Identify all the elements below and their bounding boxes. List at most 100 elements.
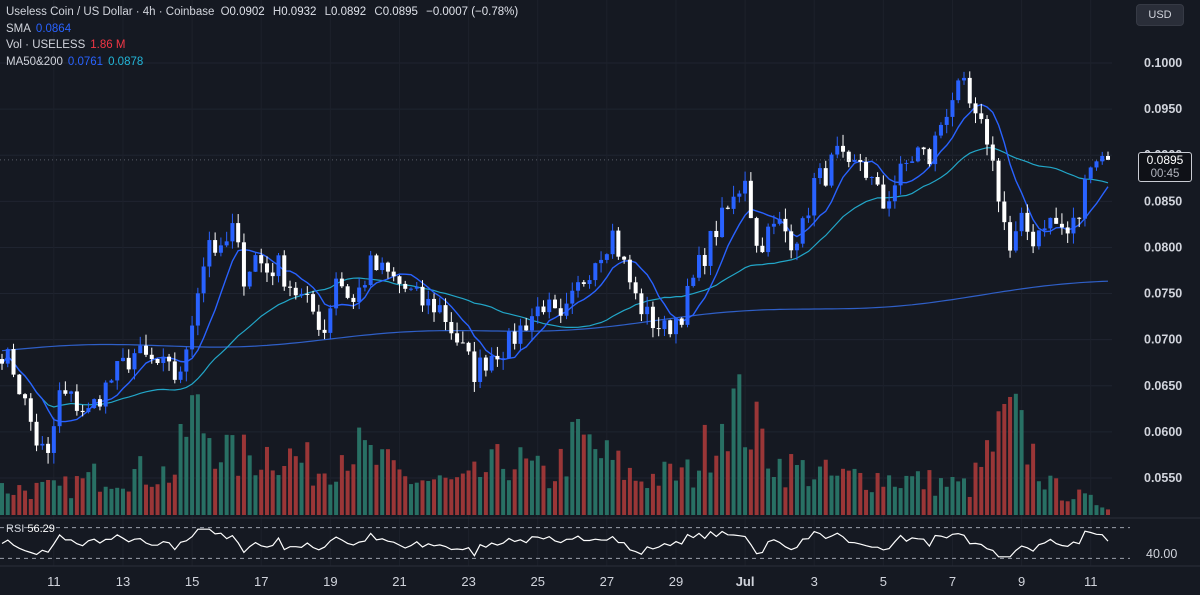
volume-bar xyxy=(823,459,828,515)
volume-bar xyxy=(852,468,857,515)
candle-body xyxy=(86,408,91,413)
ohlc-row: Useless Coin / US Dollar · 4h · Coinbase… xyxy=(6,6,519,18)
rsi-legend[interactable]: RSI 56.29 xyxy=(6,523,55,535)
candle-body xyxy=(1088,167,1093,179)
candle-body xyxy=(1059,223,1064,228)
volume-bar xyxy=(1077,489,1082,515)
volume-bar xyxy=(604,440,609,515)
volume-bar xyxy=(97,491,102,515)
ma-legend[interactable]: MA50&200 0.0761 0.0878 xyxy=(6,55,144,68)
candle-body xyxy=(570,290,575,304)
candle-body xyxy=(282,255,287,287)
volume-bar xyxy=(489,449,494,515)
candle-body xyxy=(241,242,246,287)
candle-body xyxy=(1077,217,1082,219)
volume-bar xyxy=(264,446,269,515)
low-value: 0.0892 xyxy=(331,6,367,18)
candle-body xyxy=(587,280,592,284)
currency-button[interactable]: USD xyxy=(1136,4,1184,26)
candle-body xyxy=(921,147,926,150)
candle-body xyxy=(679,318,684,325)
candle-body xyxy=(201,266,206,294)
volume-bar xyxy=(259,469,264,515)
candle-body xyxy=(904,162,909,164)
time-tick-label: 15 xyxy=(185,574,199,589)
volume-bar xyxy=(80,478,85,515)
candle-body xyxy=(852,159,857,162)
volume-bar xyxy=(167,482,172,515)
candle-body xyxy=(668,320,673,335)
volume-bar xyxy=(639,481,644,515)
open-value: 0.0902 xyxy=(229,6,265,18)
volume-bar xyxy=(973,462,978,515)
volume-bar xyxy=(938,478,943,515)
candle-body xyxy=(766,226,771,253)
volume-bar xyxy=(841,468,846,515)
candle-body xyxy=(627,259,632,283)
candle-body xyxy=(691,277,696,286)
candle-body xyxy=(1065,227,1070,234)
candle-body xyxy=(1071,217,1076,234)
time-tick-label: 13 xyxy=(116,574,130,589)
time-tick-label: 3 xyxy=(811,574,818,589)
volume-bar xyxy=(967,496,972,515)
candle-body xyxy=(138,345,143,354)
candle-body xyxy=(702,254,707,266)
candle-body xyxy=(915,147,920,162)
volume-bar xyxy=(253,475,258,515)
volume-bar xyxy=(11,494,16,515)
volume-bar xyxy=(495,444,500,515)
volume-bar xyxy=(109,488,114,515)
volume-bar xyxy=(887,475,892,515)
candle-body xyxy=(92,399,97,409)
candle-body xyxy=(841,145,846,152)
volume-bar xyxy=(288,448,293,515)
sma-legend[interactable]: SMA 0.0864 xyxy=(6,22,72,35)
high-value: 0.0932 xyxy=(281,6,317,18)
candle-body xyxy=(708,230,713,266)
candle-body xyxy=(253,255,258,272)
candle-body xyxy=(967,77,972,104)
candle-body xyxy=(1106,155,1110,160)
volume-bar xyxy=(869,492,874,515)
change-value: −0.0007 (−0.78%) xyxy=(426,6,519,18)
volume-bar xyxy=(777,458,782,515)
volume-bar xyxy=(357,427,362,515)
volume-value: 1.86 M xyxy=(90,39,126,51)
time-tick-label: 23 xyxy=(461,574,475,589)
candle-body xyxy=(483,357,488,371)
volume-bar xyxy=(1088,494,1093,515)
price-tick-label: 0.0700 xyxy=(1144,333,1182,347)
time-tick-label: 21 xyxy=(392,574,406,589)
volume-bar xyxy=(1059,500,1064,515)
volume-bar xyxy=(339,455,344,515)
candles xyxy=(0,71,1112,464)
candle-body xyxy=(616,230,621,257)
volume-bar xyxy=(1048,475,1053,515)
volume-bar xyxy=(1094,505,1099,515)
volume-bar xyxy=(506,480,511,515)
volume-bar xyxy=(702,424,707,515)
candle-body xyxy=(167,356,172,362)
volume-bar xyxy=(754,401,759,515)
volume-legend[interactable]: Vol · USELESS 1.86 M xyxy=(6,39,126,51)
candle-body xyxy=(236,223,241,243)
candle-body xyxy=(1082,178,1087,219)
volume-bar xyxy=(443,477,448,515)
candle-body xyxy=(259,255,264,264)
volume-bar xyxy=(299,462,304,515)
price-axis: 0.10000.09500.09000.08500.08000.07500.07… xyxy=(1144,56,1182,485)
candle-body xyxy=(892,185,897,202)
candle-body xyxy=(172,361,177,380)
volume-bar xyxy=(241,434,246,515)
volume-bar xyxy=(979,466,984,515)
candle-body xyxy=(397,276,402,284)
volume-bar xyxy=(40,481,45,515)
candle-body xyxy=(771,223,776,227)
candle-body xyxy=(610,230,615,255)
volume-bar xyxy=(437,475,442,515)
volume-bar xyxy=(270,470,275,515)
volume-bar xyxy=(115,487,120,515)
volume-bar xyxy=(789,454,794,515)
